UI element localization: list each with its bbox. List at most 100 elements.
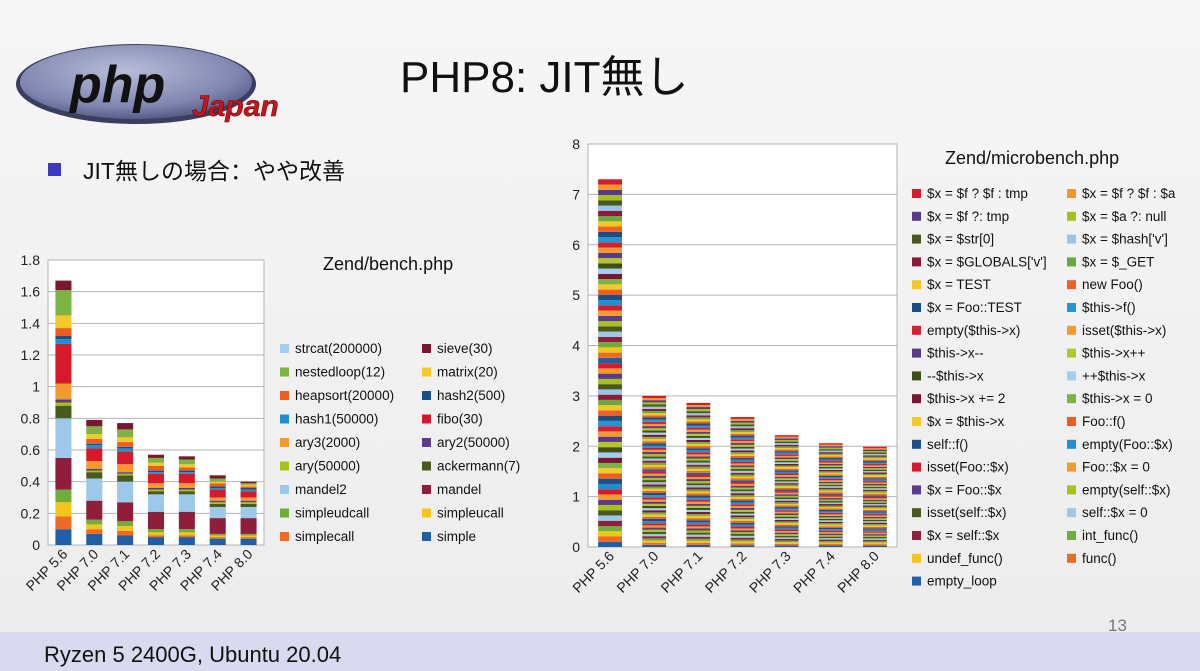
- bar-segment-this-x: [686, 431, 711, 434]
- legend-item: matrix(20): [422, 365, 498, 380]
- bar-segment-self-f: [598, 478, 622, 484]
- bar-segment-empty-this-x: [774, 510, 799, 512]
- bar-segment-x-f-tmp: [730, 485, 755, 488]
- bar-segment-nestedloop-12: [147, 457, 165, 463]
- legend-label: $x = $_GET: [1082, 254, 1154, 269]
- bar-segment-x-foo-x: [642, 452, 667, 455]
- bar-segment-simplecall: [178, 535, 195, 538]
- legend-item: empty(self::$x): [1067, 482, 1171, 497]
- bar-segment-empty-self-x: [642, 454, 667, 457]
- legend-item: sieve(30): [422, 341, 493, 356]
- bar-segment-x-foo-test: [730, 435, 755, 438]
- bar-segment-foo-f: [598, 289, 622, 295]
- bar-segment-x-f-f-a: [686, 404, 711, 408]
- bar-segment-x-f-f-tmp: [863, 496, 887, 499]
- legend-label: ary(50000): [295, 459, 360, 474]
- legend-item: heapsort(20000): [280, 388, 394, 403]
- bar-segment-foo-f: [642, 516, 667, 519]
- bar-segment-foo-f: [686, 518, 711, 521]
- y-tick-label: 4: [572, 338, 580, 354]
- bar-segment-matrix-20: [86, 434, 103, 439]
- bar-segment-this-x: [598, 263, 622, 269]
- legend-label: nestedloop(12): [295, 365, 385, 380]
- bar-segment-empty-self-x: [774, 534, 799, 536]
- bar-stack-php-7-4: [209, 475, 226, 545]
- bar-segment-heapsort-20000: [147, 465, 165, 471]
- legend-item: int_func(): [1067, 528, 1138, 543]
- legend-item: simplecall: [280, 529, 354, 544]
- bar-segment-self-f: [863, 478, 887, 480]
- bar-segment-foo-f: [686, 446, 711, 449]
- bar-segment-isset-this-x: [686, 429, 711, 432]
- bar-segment-x-f-f-a: [642, 473, 667, 476]
- bar-segment-x-self-x: [730, 472, 755, 475]
- bar-segment-simple: [55, 529, 72, 545]
- bar-segment-foo-f: [818, 474, 843, 476]
- bar-segment-x-self-x: [774, 483, 799, 485]
- page-number: 13: [1108, 616, 1127, 635]
- legend-label: $x = $hash['v']: [1082, 232, 1168, 247]
- bar-segment-x-f-tmp: [598, 189, 622, 196]
- bar-segment-this-f: [774, 452, 799, 455]
- bar-stack-php-7-2: [147, 454, 165, 545]
- bar-segment-mandel: [178, 511, 195, 530]
- bar-segment-empty-self-x: [686, 458, 711, 461]
- bar-segment-x-f-f-tmp: [774, 491, 799, 493]
- bar-segment-x-a-null: [686, 409, 711, 412]
- bar-segment-x-a-null: [686, 481, 711, 484]
- bar-segment-undef-func: [774, 542, 799, 544]
- bar-segment-x-test: [730, 431, 755, 434]
- bar-segment-x-f-f-a: [686, 477, 711, 480]
- bar-segment-func: [730, 478, 755, 481]
- legend-swatch: [280, 461, 289, 471]
- bar-segment-x-get: [730, 495, 755, 497]
- bar-segment-foo-x-0: [598, 494, 622, 500]
- bar-segment-x-foo-test: [730, 500, 755, 503]
- legend-swatch: [1067, 234, 1076, 244]
- bar-segment-this-x-0: [818, 471, 843, 473]
- bar-segment-x-foo-x: [774, 476, 799, 479]
- bar-segment-x-f-tmp: [863, 499, 887, 502]
- bar-segment-x-str-0: [863, 502, 887, 505]
- bar-segment-isset-this-x: [774, 455, 799, 458]
- bar-segment-x-self-x: [686, 536, 711, 539]
- bar-segment-this-x: [598, 447, 622, 453]
- bar-segment-undef-func: [642, 464, 667, 468]
- bar-segment-this-x: [730, 443, 755, 445]
- bar-segment-fibo-30: [86, 448, 103, 462]
- legend-swatch: [912, 417, 921, 426]
- bar-segment-x-f-tmp: [686, 479, 711, 482]
- bar-segment-new-foo: [774, 505, 799, 508]
- legend-label: $x = $f ?: tmp: [927, 209, 1009, 224]
- bar-segment-int-func: [774, 484, 799, 487]
- bar-segment-func: [686, 542, 711, 545]
- bar-segment-heapsort-20000: [178, 467, 195, 471]
- bar-segment-this-x-2: [730, 450, 755, 453]
- bar-segment-this-f: [642, 495, 667, 498]
- bar-segment-x-str-0: [730, 489, 755, 492]
- legend-item: isset(Foo::$x): [912, 460, 1009, 475]
- bar-segment-isset-foo-x: [598, 489, 622, 495]
- bar-segment-this-x: [774, 515, 799, 517]
- legend-label: $x = $f ? $f : $a: [1082, 186, 1176, 201]
- bar-segment-new-foo: [730, 433, 755, 436]
- bar-segment-empty-loop: [863, 495, 887, 497]
- legend-label: $x = $str[0]: [927, 232, 994, 247]
- legend-swatch: [280, 438, 289, 447]
- bar-segment-x-f-f-a: [598, 184, 622, 190]
- legend-item: mandel: [422, 482, 481, 497]
- bar-segment-x-hash-v: [598, 389, 622, 395]
- bar-segment-hash1-50000: [117, 448, 134, 452]
- bar-segment-matrix-20: [117, 437, 134, 443]
- y-tick-label: 1.6: [21, 284, 41, 300]
- bar-segment-x-f-f-tmp: [686, 402, 711, 405]
- legend-label: $this->f(): [1082, 300, 1136, 315]
- bar-segment-x-self-x: [818, 539, 843, 542]
- legend-swatch: [912, 531, 921, 540]
- bar-segment-this-x-0: [686, 514, 711, 517]
- legend-item: $this->x += 2: [912, 391, 1005, 406]
- bar-segment-sieve-30: [55, 280, 72, 291]
- bar-segment-new-foo: [686, 421, 711, 424]
- legend-item: $x = $_GET: [1067, 254, 1154, 269]
- bar-segment-empty-this-x: [730, 504, 755, 507]
